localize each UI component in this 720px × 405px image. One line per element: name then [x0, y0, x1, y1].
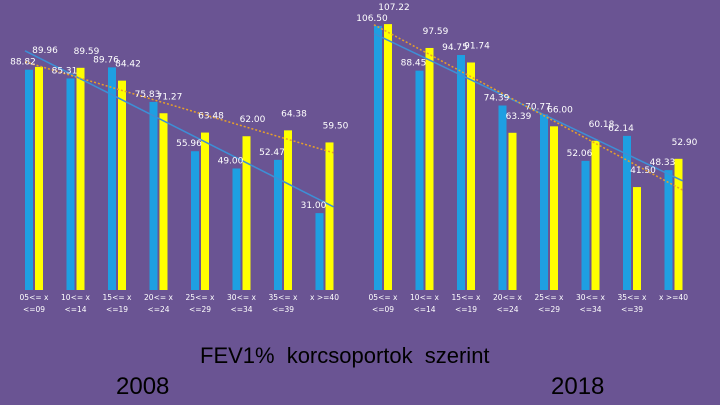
data-label-2008-blue-1: 85.31 — [52, 66, 78, 76]
tick-label-2018-3: 20<= x <=24 — [493, 293, 522, 314]
data-label-2018-yellow-3: 63.39 — [506, 112, 532, 122]
bar-2018-blue-0 — [374, 25, 382, 290]
bar-2008-blue-3 — [149, 101, 158, 291]
data-label-2008-blue-5: 49.00 — [218, 156, 244, 166]
bar-2018-blue-1 — [415, 70, 424, 290]
data-label-2018-blue-0: 106.50 — [356, 14, 388, 24]
data-label-2018-yellow-4: 66.00 — [547, 105, 573, 115]
data-label-2018-blue-2: 94.75 — [442, 43, 468, 53]
data-label-2008-blue-3: 75.83 — [135, 90, 161, 100]
data-label-2018-yellow-5: 60.18 — [589, 120, 615, 130]
bar-2008-blue-2 — [108, 67, 116, 290]
data-label-2008-blue-4: 55.96 — [176, 139, 202, 149]
data-label-2008-blue-2: 89.76 — [93, 55, 119, 65]
tick-label-2008-2: 15<= x <=19 — [103, 293, 132, 314]
tick-label-2018-4: 25<= x <=29 — [535, 293, 564, 314]
data-label-2008-yellow-6: 64.38 — [281, 109, 307, 119]
data-label-2008-yellow-5: 62.00 — [240, 115, 266, 125]
data-label-2008-blue-7: 31.00 — [301, 201, 327, 211]
data-label-2018-blue-7: 48.33 — [650, 158, 676, 168]
bar-2008-yellow-1 — [76, 67, 85, 290]
bar-2018-blue-7 — [664, 170, 673, 290]
tick-label-2018-1: 10<= x <=14 — [410, 293, 439, 314]
bar-2018-yellow-0 — [384, 24, 392, 291]
bar-2008-yellow-3 — [159, 113, 168, 290]
tick-label-2018-0: 05<= x <=09 — [369, 293, 398, 314]
tick-label-2008-3: 20<= x <=24 — [144, 293, 173, 314]
tick-label-2018-5: 30<= x <=34 — [576, 293, 605, 314]
bar-2008-blue-6 — [274, 159, 282, 290]
bar-2008-blue-0 — [25, 69, 33, 290]
bar-2008-blue-5 — [232, 168, 241, 290]
data-label-2018-yellow-1: 97.59 — [423, 27, 449, 37]
tick-label-2008-7: x >=40 — [310, 293, 339, 302]
trendline-2008-yellow — [24, 61, 334, 154]
data-label-2008-blue-0: 88.82 — [10, 58, 36, 68]
data-label-2018-yellow-7: 52.90 — [672, 138, 698, 148]
bar-2008-yellow-5 — [242, 136, 251, 290]
bar-2018-blue-4 — [540, 114, 548, 290]
tick-label-2018-7: x >=40 — [659, 293, 688, 302]
panel-label-2008: 2008 — [116, 373, 170, 400]
data-label-2008-yellow-7: 59.50 — [323, 121, 349, 131]
bar-2018-yellow-2 — [467, 62, 475, 290]
bar-2008-yellow-4 — [201, 132, 209, 290]
bar-2008-yellow-2 — [118, 80, 126, 290]
tick-label-2008-0: 05<= x <=09 — [20, 293, 49, 314]
data-label-2018-blue-4: 70.77 — [525, 102, 551, 112]
data-label-2008-yellow-1: 89.59 — [74, 47, 100, 57]
data-label-2018-blue-5: 52.06 — [567, 149, 593, 159]
bar-2018-blue-5 — [581, 160, 590, 290]
chart-title: FEV1% korcsoportok szerint — [200, 343, 490, 368]
bar-2008-blue-1 — [66, 78, 75, 290]
bar-2008-yellow-0 — [35, 66, 43, 290]
bar-2018-blue-3 — [498, 105, 507, 290]
tick-label-2008-4: 25<= x <=29 — [186, 293, 215, 314]
bar-2018-blue-2 — [457, 55, 465, 290]
data-label-2008-yellow-4: 63.48 — [198, 112, 224, 122]
data-label-2008-yellow-2: 84.42 — [115, 60, 141, 70]
bar-2018-yellow-6 — [633, 187, 641, 290]
bar-2008-blue-4 — [191, 151, 199, 290]
trendline-2018-blue — [373, 32, 683, 182]
tick-label-2008-5: 30<= x <=34 — [227, 293, 256, 314]
tick-label-2008-6: 35<= x <=39 — [269, 293, 298, 314]
data-label-2018-yellow-6: 41.50 — [630, 166, 656, 176]
bar-2008-yellow-6 — [284, 130, 292, 290]
data-label-2018-yellow-2: 91.74 — [464, 41, 490, 51]
panel-label-2018: 2018 — [551, 373, 605, 400]
data-label-2008-yellow-3: 71.27 — [157, 92, 183, 102]
bar-2018-yellow-4 — [550, 126, 558, 290]
bar-2008-blue-7 — [315, 213, 324, 290]
data-label-2018-blue-1: 88.45 — [401, 59, 427, 69]
bar-2018-yellow-3 — [508, 132, 517, 290]
data-label-2018-yellow-0: 107.22 — [378, 3, 410, 13]
tick-label-2018-2: 15<= x <=19 — [452, 293, 481, 314]
data-label-2008-yellow-0: 89.96 — [32, 46, 58, 56]
data-label-2018-blue-3: 74.39 — [484, 94, 510, 104]
data-label-2008-blue-6: 52.47 — [259, 148, 285, 158]
tick-label-2008-1: 10<= x <=14 — [61, 293, 90, 314]
data-label-2018-blue-6: 62.14 — [608, 124, 634, 134]
tick-label-2018-6: 35<= x <=39 — [618, 293, 647, 314]
bar-2018-yellow-5 — [591, 140, 600, 290]
bar-2018-yellow-7 — [674, 158, 683, 290]
bar-2018-yellow-1 — [425, 47, 434, 290]
bar-2018-blue-6 — [623, 135, 631, 290]
bar-2008-yellow-7 — [325, 142, 334, 290]
